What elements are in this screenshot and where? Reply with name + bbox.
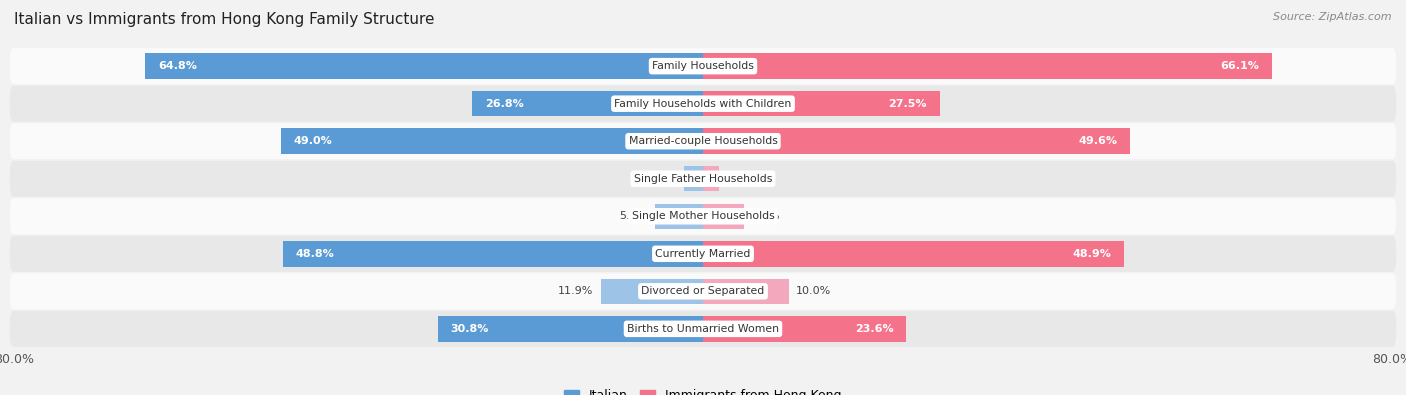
FancyBboxPatch shape	[10, 236, 1396, 272]
Bar	[281, 128, 703, 154]
Bar	[703, 128, 1130, 154]
Bar	[703, 316, 907, 342]
Text: 4.8%: 4.8%	[751, 211, 780, 221]
Bar	[703, 278, 789, 304]
Text: 49.6%: 49.6%	[1078, 136, 1118, 146]
FancyBboxPatch shape	[10, 123, 1396, 159]
Bar	[703, 166, 718, 192]
Text: 66.1%: 66.1%	[1220, 61, 1260, 71]
Text: Italian vs Immigrants from Hong Kong Family Structure: Italian vs Immigrants from Hong Kong Fam…	[14, 12, 434, 27]
FancyBboxPatch shape	[10, 273, 1396, 309]
Bar	[703, 53, 1272, 79]
Text: 2.2%: 2.2%	[648, 174, 678, 184]
Text: 23.6%: 23.6%	[855, 324, 893, 334]
Text: Family Households with Children: Family Households with Children	[614, 99, 792, 109]
FancyBboxPatch shape	[10, 311, 1396, 347]
Bar	[703, 203, 744, 229]
Text: Married-couple Households: Married-couple Households	[628, 136, 778, 146]
FancyBboxPatch shape	[10, 161, 1396, 197]
Bar	[685, 166, 703, 192]
Text: 10.0%: 10.0%	[796, 286, 831, 296]
Legend: Italian, Immigrants from Hong Kong: Italian, Immigrants from Hong Kong	[560, 384, 846, 395]
Text: 11.9%: 11.9%	[558, 286, 593, 296]
Bar	[472, 91, 703, 117]
Bar	[655, 203, 703, 229]
Text: Divorced or Separated: Divorced or Separated	[641, 286, 765, 296]
Text: 48.9%: 48.9%	[1073, 249, 1111, 259]
Bar	[283, 241, 703, 267]
Text: 5.6%: 5.6%	[620, 211, 648, 221]
Text: Currently Married: Currently Married	[655, 249, 751, 259]
Bar	[600, 278, 703, 304]
Bar	[703, 241, 1125, 267]
FancyBboxPatch shape	[10, 86, 1396, 122]
Text: Single Mother Households: Single Mother Households	[631, 211, 775, 221]
Text: 64.8%: 64.8%	[157, 61, 197, 71]
FancyBboxPatch shape	[10, 48, 1396, 84]
Text: 48.8%: 48.8%	[295, 249, 335, 259]
Text: Source: ZipAtlas.com: Source: ZipAtlas.com	[1274, 12, 1392, 22]
Text: 49.0%: 49.0%	[294, 136, 333, 146]
Text: Family Households: Family Households	[652, 61, 754, 71]
Bar	[703, 91, 939, 117]
Text: 26.8%: 26.8%	[485, 99, 524, 109]
Text: 1.8%: 1.8%	[725, 174, 754, 184]
FancyBboxPatch shape	[10, 198, 1396, 234]
Text: 30.8%: 30.8%	[451, 324, 489, 334]
Text: Single Father Households: Single Father Households	[634, 174, 772, 184]
Text: Births to Unmarried Women: Births to Unmarried Women	[627, 324, 779, 334]
Text: 27.5%: 27.5%	[889, 99, 927, 109]
Bar	[145, 53, 703, 79]
Bar	[437, 316, 703, 342]
